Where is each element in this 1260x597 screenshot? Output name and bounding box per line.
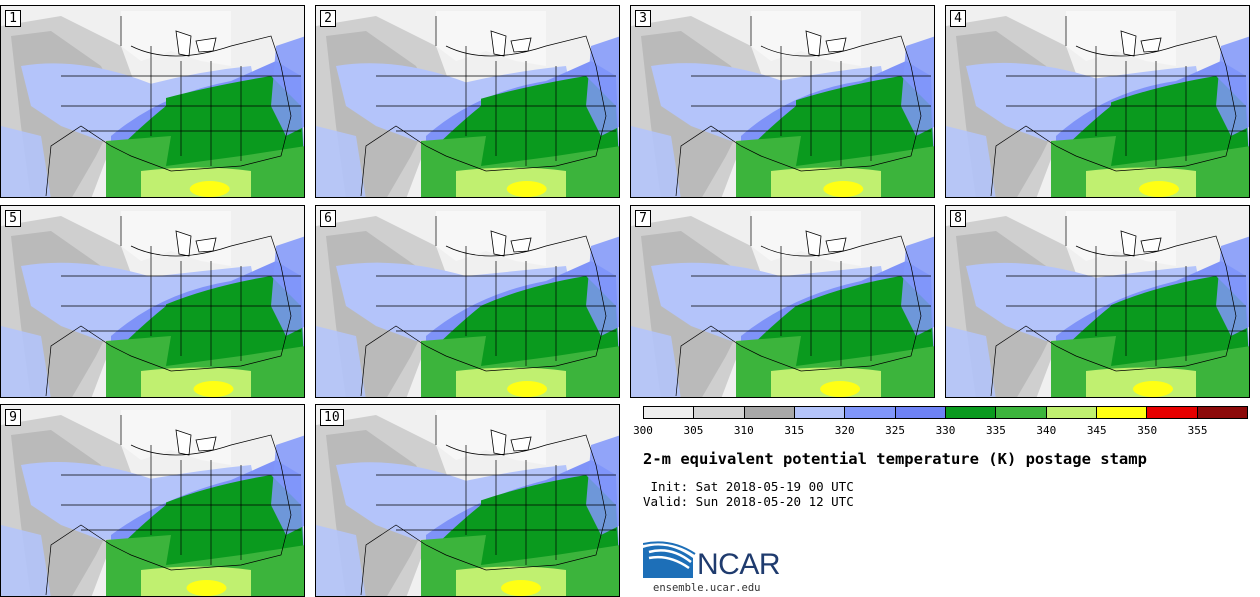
postage-stamp-panel: 8	[945, 205, 1250, 398]
map-image	[946, 6, 1249, 197]
colorbar-segment	[1046, 407, 1097, 418]
colorbar	[643, 406, 1248, 419]
map-image	[316, 405, 619, 596]
colorbar-segment	[845, 407, 896, 418]
panel-number: 10	[320, 409, 344, 426]
colorbar-tick-label: 310	[733, 424, 754, 437]
colorbar-segment	[1147, 407, 1198, 418]
postage-stamp-panel: 2	[315, 5, 620, 198]
postage-stamp-panel: 6	[315, 205, 620, 398]
colorbar-tick-label: 345	[1086, 424, 1107, 437]
map-image	[1, 6, 304, 197]
init-time: Init: Sat 2018-05-19 00 UTC	[643, 479, 854, 494]
colorbar-segment	[744, 407, 795, 418]
map-image	[1, 405, 304, 596]
ncar-logo-icon	[643, 541, 696, 578]
map-image	[316, 6, 619, 197]
colorbar-tick-label: 330	[935, 424, 956, 437]
valid-time: Valid: Sun 2018-05-20 12 UTC	[643, 494, 854, 509]
colorbar-segment	[1096, 407, 1148, 418]
panel-number: 7	[635, 210, 651, 227]
colorbar-segment	[895, 407, 946, 418]
colorbar-segment	[945, 407, 997, 418]
colorbar-tick-label: 305	[683, 424, 704, 437]
postage-stamp-panel: 9	[0, 404, 305, 597]
panel-number: 6	[320, 210, 336, 227]
site-url: ensemble.ucar.edu	[653, 582, 761, 594]
colorbar-segment	[644, 407, 695, 418]
postage-stamp-panel: 1	[0, 5, 305, 198]
colorbar-tick-label: 335	[985, 424, 1006, 437]
panel-number: 2	[320, 10, 336, 27]
colorbar-tick-label: 350	[1137, 424, 1158, 437]
colorbar-segment	[1197, 407, 1247, 418]
postage-stamp-panel: 7	[630, 205, 935, 398]
panel-number: 4	[950, 10, 966, 27]
map-image	[316, 206, 619, 397]
colorbar-tick-label: 340	[1036, 424, 1057, 437]
panel-number: 9	[5, 409, 21, 426]
colorbar-tick-label: 320	[834, 424, 855, 437]
colorbar-tick-label: 325	[885, 424, 906, 437]
panel-number: 3	[635, 10, 651, 27]
logo-wordmark: NCAR	[697, 548, 781, 581]
colorbar-segment	[996, 407, 1047, 418]
postage-stamp-panel: 5	[0, 205, 305, 398]
postage-stamp-panel: 10	[315, 404, 620, 597]
panel-number: 8	[950, 210, 966, 227]
panel-number: 5	[5, 210, 21, 227]
colorbar-tick-label: 300	[633, 424, 653, 437]
figure-title: 2-m equivalent potential temperature (K)…	[643, 450, 1147, 468]
postage-stamp-panel: 3	[630, 5, 935, 198]
map-image	[631, 206, 934, 397]
postage-stamp-panel: 4	[945, 5, 1250, 198]
colorbar-tick-label: 315	[784, 424, 805, 437]
colorbar-tick-label: 355	[1187, 424, 1208, 437]
colorbar-segment	[794, 407, 846, 418]
map-image	[631, 6, 934, 197]
colorbar-segment	[694, 407, 745, 418]
map-image	[946, 206, 1249, 397]
map-image	[1, 206, 304, 397]
panel-number: 1	[5, 10, 21, 27]
